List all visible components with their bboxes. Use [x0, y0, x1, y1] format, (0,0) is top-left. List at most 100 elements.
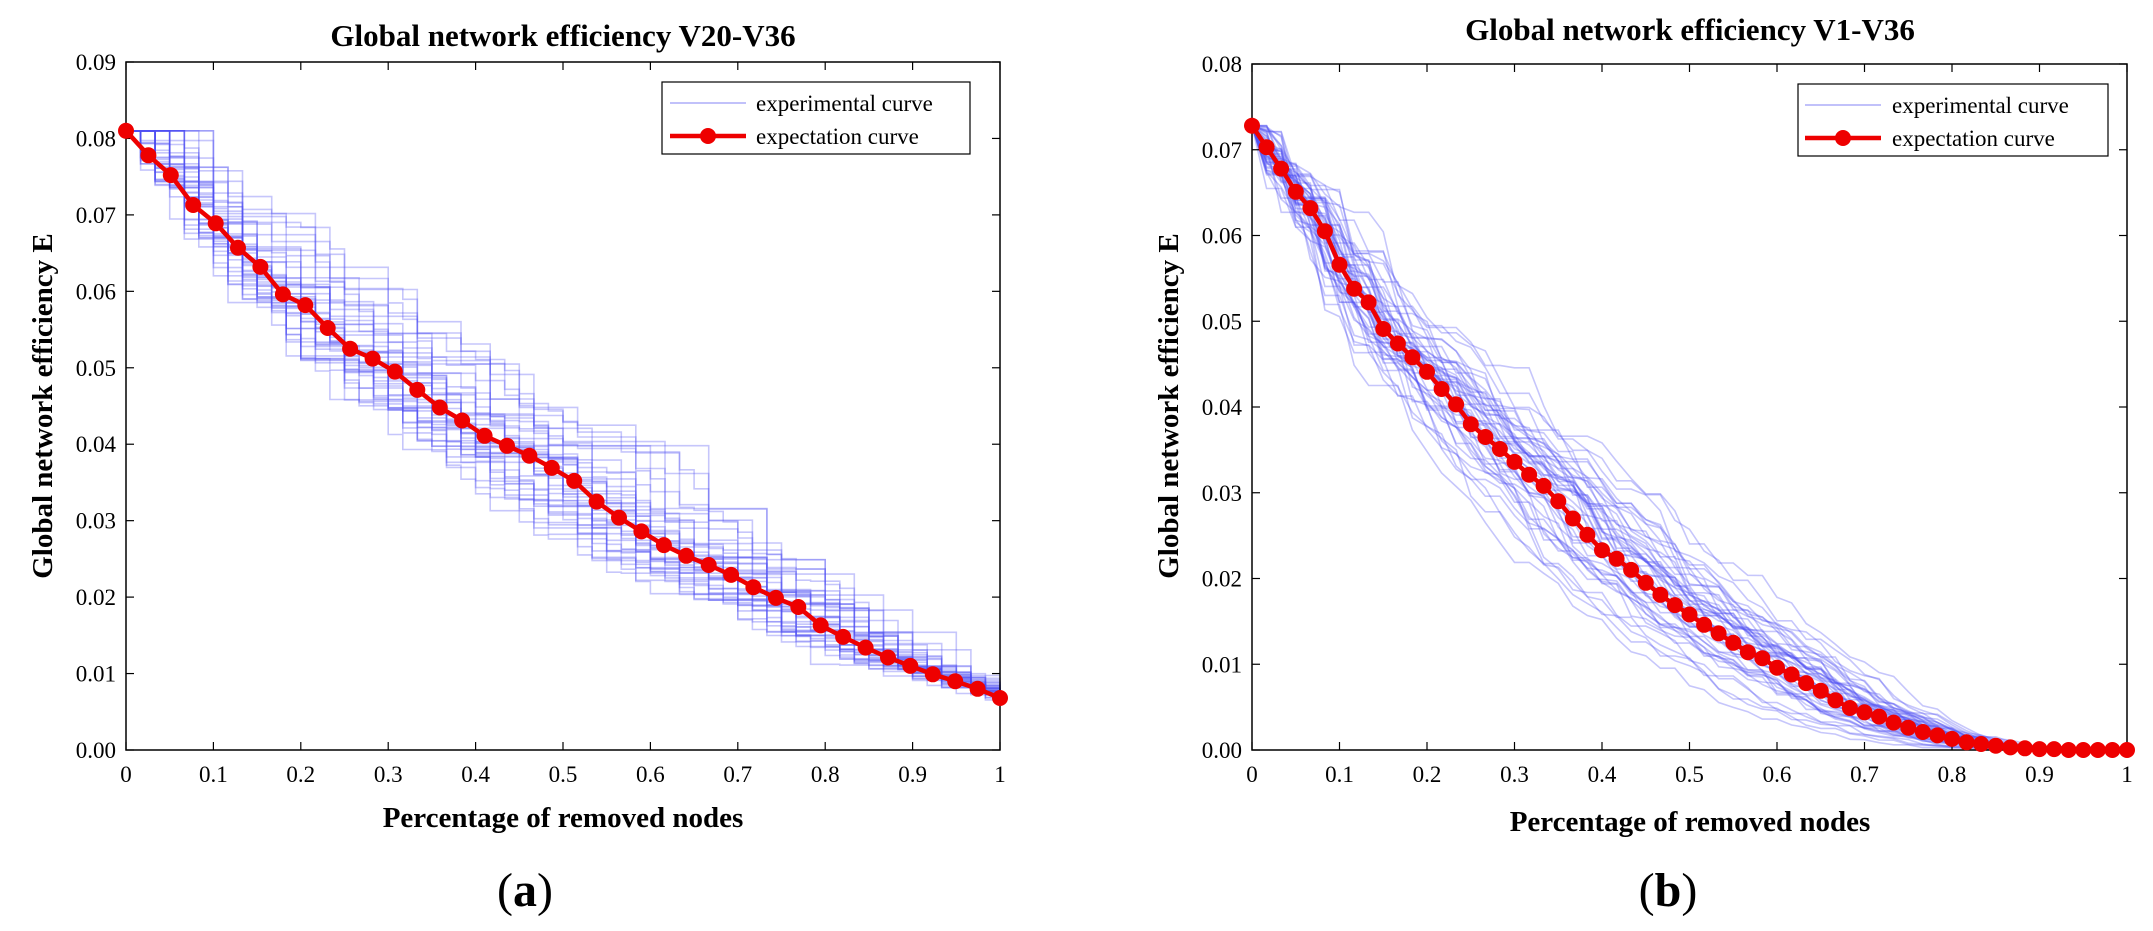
- y-axis-label-a: Global network efficiency E: [27, 233, 59, 579]
- experimental-curve-line: [126, 130, 1000, 690]
- expectation-point: [1433, 381, 1450, 397]
- caption-paren-open-b: (: [1639, 864, 1655, 917]
- expectation-point: [611, 509, 627, 526]
- expectation-point: [880, 649, 896, 666]
- y-tick-label: 0.07: [1202, 138, 1242, 163]
- chart-panel-a: Global network efficiency V20-V36 0 0.1 0.…: [27, 18, 1008, 917]
- expectation-curve-b: [1244, 117, 2135, 758]
- y-axis-label-b: Global network efficiency E: [1153, 233, 1185, 579]
- expectation-point: [1798, 675, 1815, 692]
- expectation-point: [319, 320, 336, 336]
- expectation-point: [1827, 692, 1844, 709]
- y-tick-label: 0.07: [76, 203, 116, 228]
- experimental-curve-line: [126, 130, 1001, 695]
- expectation-point: [230, 239, 246, 256]
- y-tick-label: 0.04: [76, 432, 117, 457]
- axis-ticks-b: 0 0.1 0.2 0.3 0.4 0.5 0.6 0.7 0.8 0.9 1 0.00 0.01 0.0…: [1202, 52, 2133, 787]
- expectation-point: [454, 412, 471, 429]
- expectation-point: [1477, 429, 1494, 445]
- x-tick-label: 0: [1246, 762, 1258, 787]
- x-tick-label: 0.7: [723, 762, 752, 787]
- expectation-point: [566, 472, 583, 489]
- x-axis-label-b: Percentage of removed nodes: [1510, 806, 1871, 838]
- expectation-point: [342, 340, 359, 357]
- expectation-point: [1360, 294, 1377, 311]
- expectation-point: [1258, 139, 1275, 156]
- expectation-point: [947, 673, 964, 690]
- experimental-curve-line: [126, 130, 1000, 689]
- expectation-point: [1491, 441, 1508, 457]
- legend-box-a: [661, 81, 971, 155]
- experimental-curve-line: [126, 130, 1001, 698]
- experimental-curve-line: [126, 130, 1000, 689]
- x-tick-label: 1: [994, 762, 1006, 787]
- x-tick-label: 1: [2121, 762, 2133, 787]
- expectation-curve-line: [124, 129, 1001, 701]
- expectation-point: [2002, 739, 2019, 756]
- expectation-point: [409, 381, 426, 398]
- y-tick-label: 0.08: [76, 126, 116, 151]
- x-tick-label: 0.8: [1938, 762, 1967, 787]
- experimental-curve-line: [126, 130, 1001, 692]
- y-tick-label: 0.04: [1202, 395, 1243, 420]
- expectation-point: [1725, 634, 1742, 651]
- y-tick-label: 0.01: [76, 662, 116, 687]
- expectation-point: [476, 427, 493, 444]
- expectation-point: [924, 666, 941, 683]
- expectation-point: [1929, 727, 1946, 744]
- experimental-curve-line: [1251, 124, 2127, 751]
- expectation-point: [1521, 466, 1538, 483]
- y-tick-label: 0.05: [1202, 309, 1242, 334]
- experimental-curve-line: [126, 130, 1000, 691]
- expectation-point: [274, 286, 291, 303]
- x-tick-label: 0.9: [2025, 762, 2054, 787]
- expectation-point: [1739, 644, 1756, 661]
- legend-label-expectation-b: expectation curve: [1892, 126, 2055, 151]
- expectation-point: [700, 557, 717, 573]
- expectation-point: [207, 215, 224, 232]
- expectation-point: [857, 639, 874, 656]
- x-tick-label: 0.6: [636, 762, 665, 787]
- legend-marker-expectation-a: [700, 128, 716, 144]
- expectation-point: [1710, 625, 1727, 642]
- experimental-curve-line: [126, 130, 1001, 700]
- expectation-point: [2046, 741, 2063, 758]
- caption-paren-close-a: ): [537, 864, 553, 917]
- y-tick-label: 0.09: [76, 50, 116, 75]
- expectation-point: [1754, 650, 1771, 667]
- experimental-curve-line: [1251, 125, 2127, 751]
- expectation-point: [969, 680, 986, 697]
- expectation-point: [521, 447, 538, 464]
- expectation-point: [1273, 160, 1290, 177]
- legend-a: experimental curve expectation curve: [661, 81, 971, 155]
- expectation-point: [1419, 363, 1435, 380]
- x-tick-label: 0.9: [898, 762, 927, 787]
- expectation-point: [2031, 741, 2048, 758]
- y-tick-label: 0.03: [76, 509, 116, 534]
- legend-label-experimental-b: experimental curve: [1892, 93, 2069, 118]
- expectation-point: [767, 589, 784, 606]
- x-tick-label: 0.2: [1413, 762, 1442, 787]
- experimental-curve-line: [126, 130, 1000, 681]
- expectation-point: [118, 122, 134, 139]
- legend-b: experimental curve expectation curve: [1797, 83, 2109, 157]
- expectation-point: [588, 493, 605, 510]
- expectation-point: [140, 147, 157, 164]
- expectation-point: [1856, 704, 1873, 721]
- x-tick-label: 0.3: [1500, 762, 1529, 787]
- y-tick-label: 0.02: [76, 585, 116, 610]
- legend-label-expectation-a: expectation curve: [756, 124, 919, 149]
- expectation-point: [1900, 719, 1917, 736]
- expectation-point: [812, 617, 829, 634]
- experimental-curve-line: [126, 130, 1001, 699]
- panel-caption-a: (a): [497, 864, 553, 917]
- expectation-point: [745, 579, 762, 596]
- expectation-point: [252, 258, 269, 275]
- expectation-point: [1944, 730, 1960, 747]
- expectation-point: [1389, 335, 1406, 352]
- expectation-point: [835, 628, 852, 645]
- y-tick-label: 0.08: [1202, 52, 1242, 77]
- experimental-curve-line: [126, 130, 1001, 698]
